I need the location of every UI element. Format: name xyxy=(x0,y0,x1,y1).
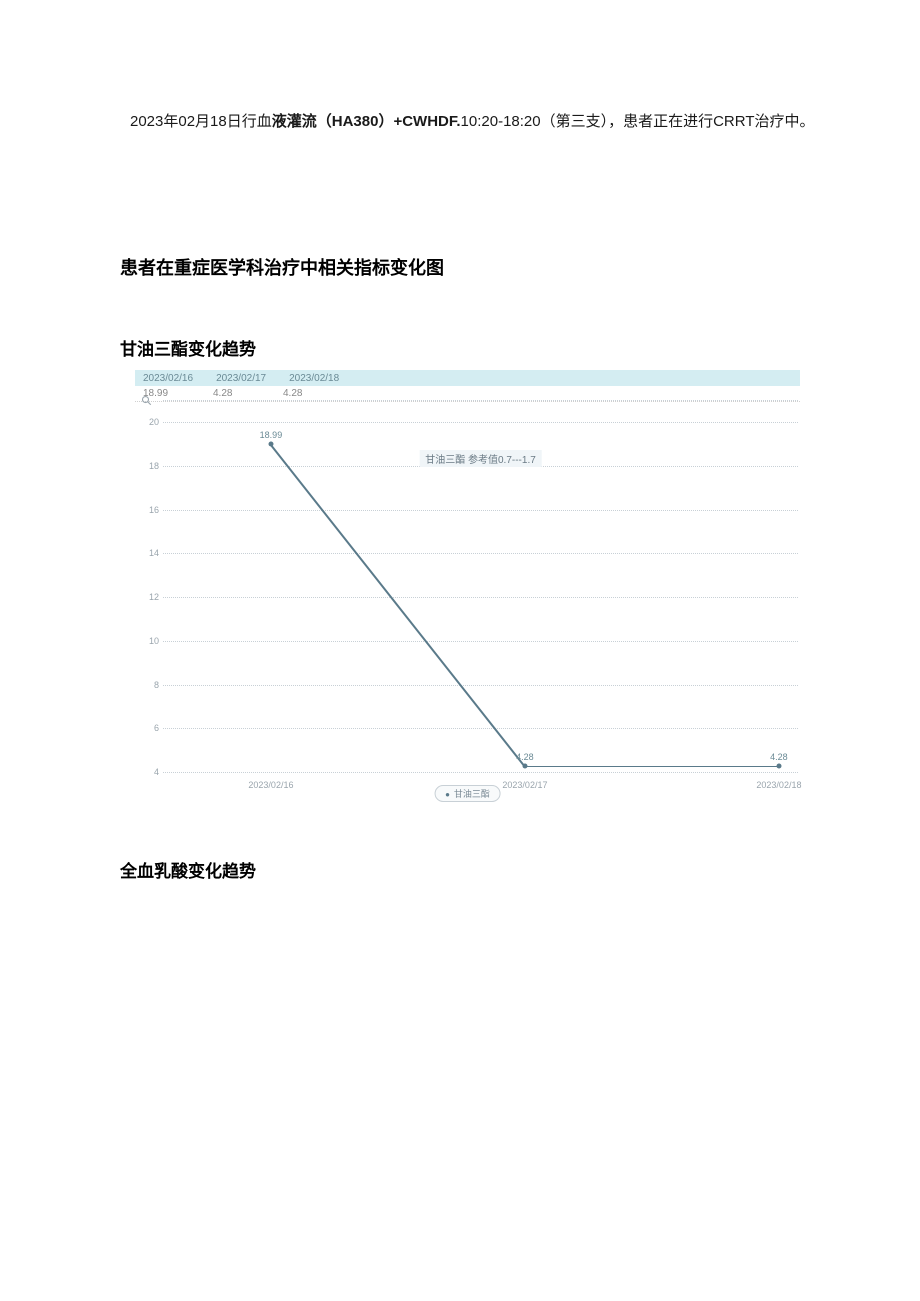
value-3: 4.28 xyxy=(275,388,345,399)
zoom-icon[interactable] xyxy=(141,395,153,407)
xtick-label: 2023/02/18 xyxy=(756,780,801,790)
ytick-label: 14 xyxy=(141,548,159,558)
data-point[interactable] xyxy=(268,442,273,447)
ytick-label: 16 xyxy=(141,505,159,515)
chart-plot-area: 4 6 8 10 12 14 16 18 20 甘油三酯 参考值0.7---1.7 18.99 202… xyxy=(135,422,800,802)
xtick-label: 2023/02/17 xyxy=(502,780,547,790)
para-prefix: 2023年02月18日行血 xyxy=(130,113,272,130)
header-date-2: 2023/02/17 xyxy=(208,373,281,384)
gridline: 12 xyxy=(163,597,798,598)
ytick-label: 18 xyxy=(141,461,159,471)
chart2-title: 全血乳酸变化趋势 xyxy=(0,802,920,882)
gridline: 6 xyxy=(163,728,798,729)
gridline: 10 xyxy=(163,641,798,642)
section-title: 患者在重症医学科治疗中相关指标变化图 xyxy=(0,134,920,280)
value-2: 4.28 xyxy=(205,388,275,399)
chart-line-segment xyxy=(270,444,525,767)
header-date-1: 2023/02/16 xyxy=(135,373,208,384)
chart-series-title: 甘油三酯 参考值0.7---1.7 xyxy=(419,450,542,467)
para-bold: 液灌流（HA380）+CWHDF. xyxy=(272,113,461,130)
data-point-label: 18.99 xyxy=(260,430,283,440)
xtick-label: 2023/02/16 xyxy=(248,780,293,790)
chart-legend[interactable]: 甘油三酯 xyxy=(434,785,501,802)
ytick-label: 6 xyxy=(141,723,159,733)
chart1-title: 甘油三酯变化趋势 xyxy=(0,280,920,360)
header-date-3: 2023/02/18 xyxy=(281,373,354,384)
treatment-paragraph: 2023年02月18日行血液灌流（HA380）+CWHDF.10:20-18:2… xyxy=(0,0,920,134)
data-point-label: 4.28 xyxy=(516,752,534,762)
icon-row xyxy=(163,400,798,401)
ytick-label: 20 xyxy=(141,417,159,427)
gridline: 20 xyxy=(163,422,798,423)
data-point[interactable] xyxy=(522,763,527,768)
ytick-label: 10 xyxy=(141,636,159,646)
chart-line-segment xyxy=(525,766,779,768)
ytick-label: 8 xyxy=(141,680,159,690)
data-table-header: 2023/02/16 2023/02/17 2023/02/18 xyxy=(135,370,800,386)
ytick-label: 12 xyxy=(141,592,159,602)
gridline: 8 xyxy=(163,685,798,686)
data-point[interactable] xyxy=(776,763,781,768)
gridline: 4 xyxy=(163,772,798,773)
data-point-label: 4.28 xyxy=(770,752,788,762)
chart1-container: 2023/02/16 2023/02/17 2023/02/18 18.99 4… xyxy=(135,370,800,802)
gridline: 16 xyxy=(163,510,798,511)
ytick-label: 4 xyxy=(141,767,159,777)
para-suffix: 10:20-18:20（第三支），患者正在进行CRRT治疗中。 xyxy=(461,113,815,130)
gridline: 14 xyxy=(163,553,798,554)
